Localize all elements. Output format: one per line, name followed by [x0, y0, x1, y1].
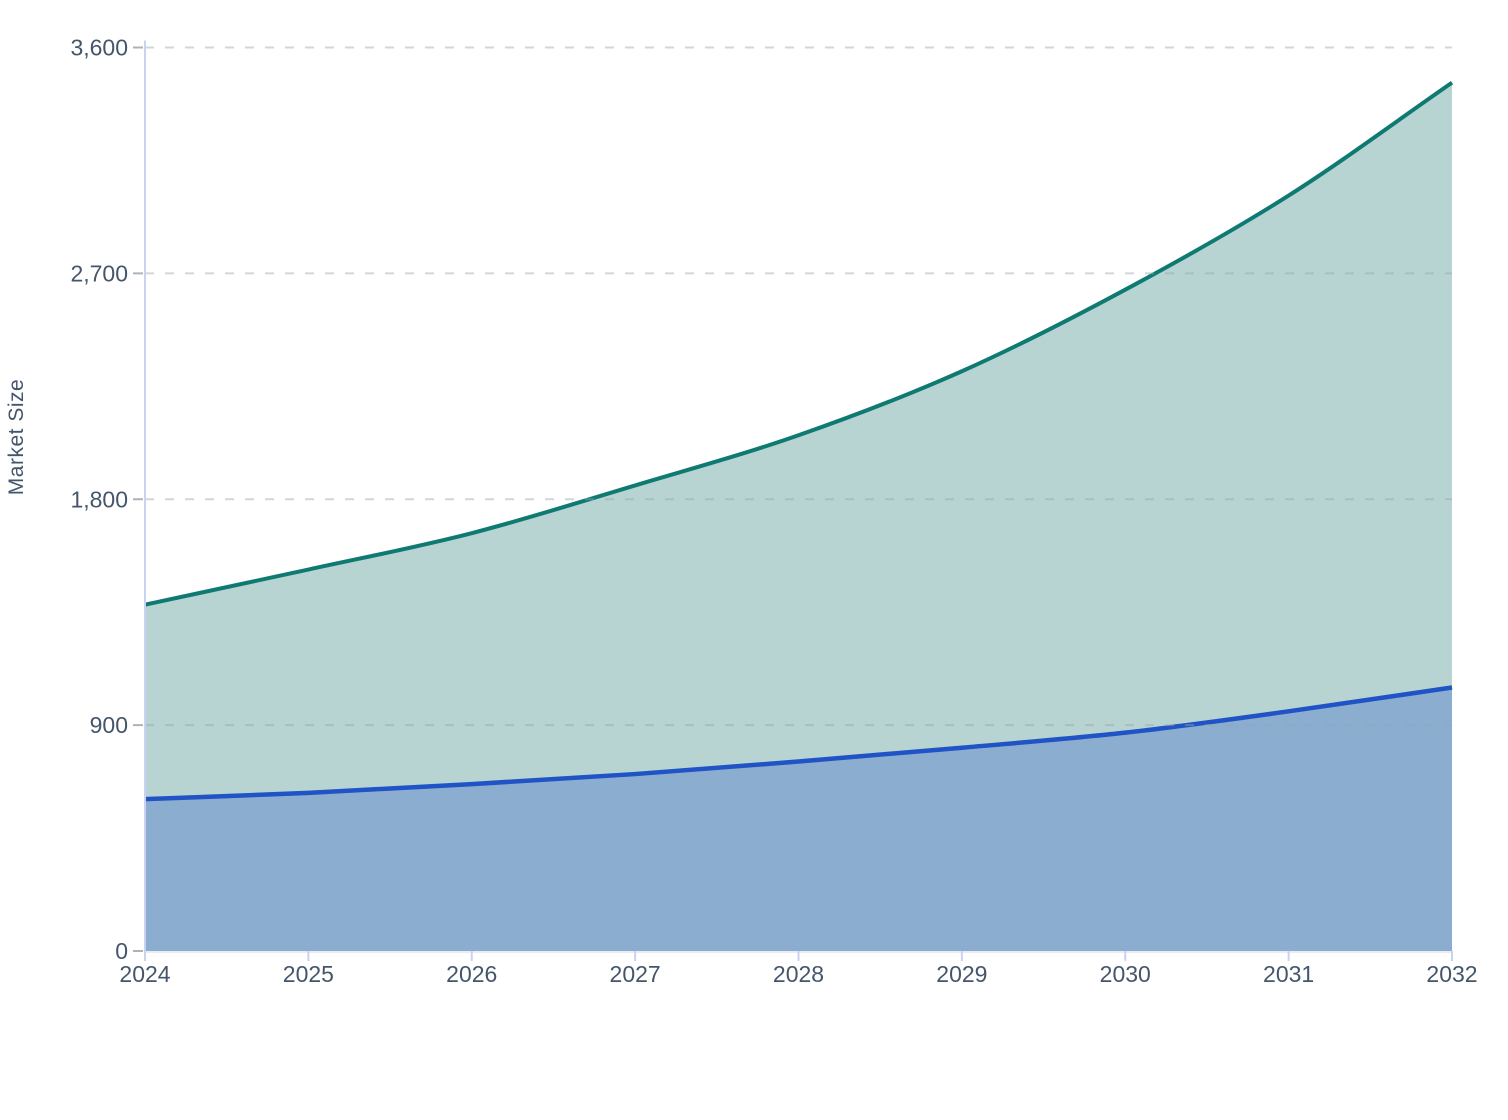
- y-tick-label: 1,800: [70, 486, 128, 512]
- x-tick-label: 2025: [283, 961, 334, 987]
- y-tick-label: 900: [90, 712, 128, 738]
- x-tick-label: 2027: [610, 961, 661, 987]
- x-tick-label: 2024: [119, 961, 170, 987]
- line-teal: [144, 80, 1454, 607]
- y-tick-label: 2,700: [70, 260, 128, 286]
- x-tick-label: 2031: [1263, 961, 1314, 987]
- x-tick-label: 2029: [936, 961, 987, 987]
- x-tick-label: 2030: [1100, 961, 1151, 987]
- x-tick-label: 2026: [446, 961, 497, 987]
- x-tick-label: 2032: [1426, 961, 1477, 987]
- x-tick-label: 2028: [773, 961, 824, 987]
- y-tick-label: 0: [115, 938, 128, 964]
- area-blue: [145, 687, 1452, 951]
- y-tick-label: 3,600: [70, 35, 128, 61]
- line-blue: [144, 685, 1453, 802]
